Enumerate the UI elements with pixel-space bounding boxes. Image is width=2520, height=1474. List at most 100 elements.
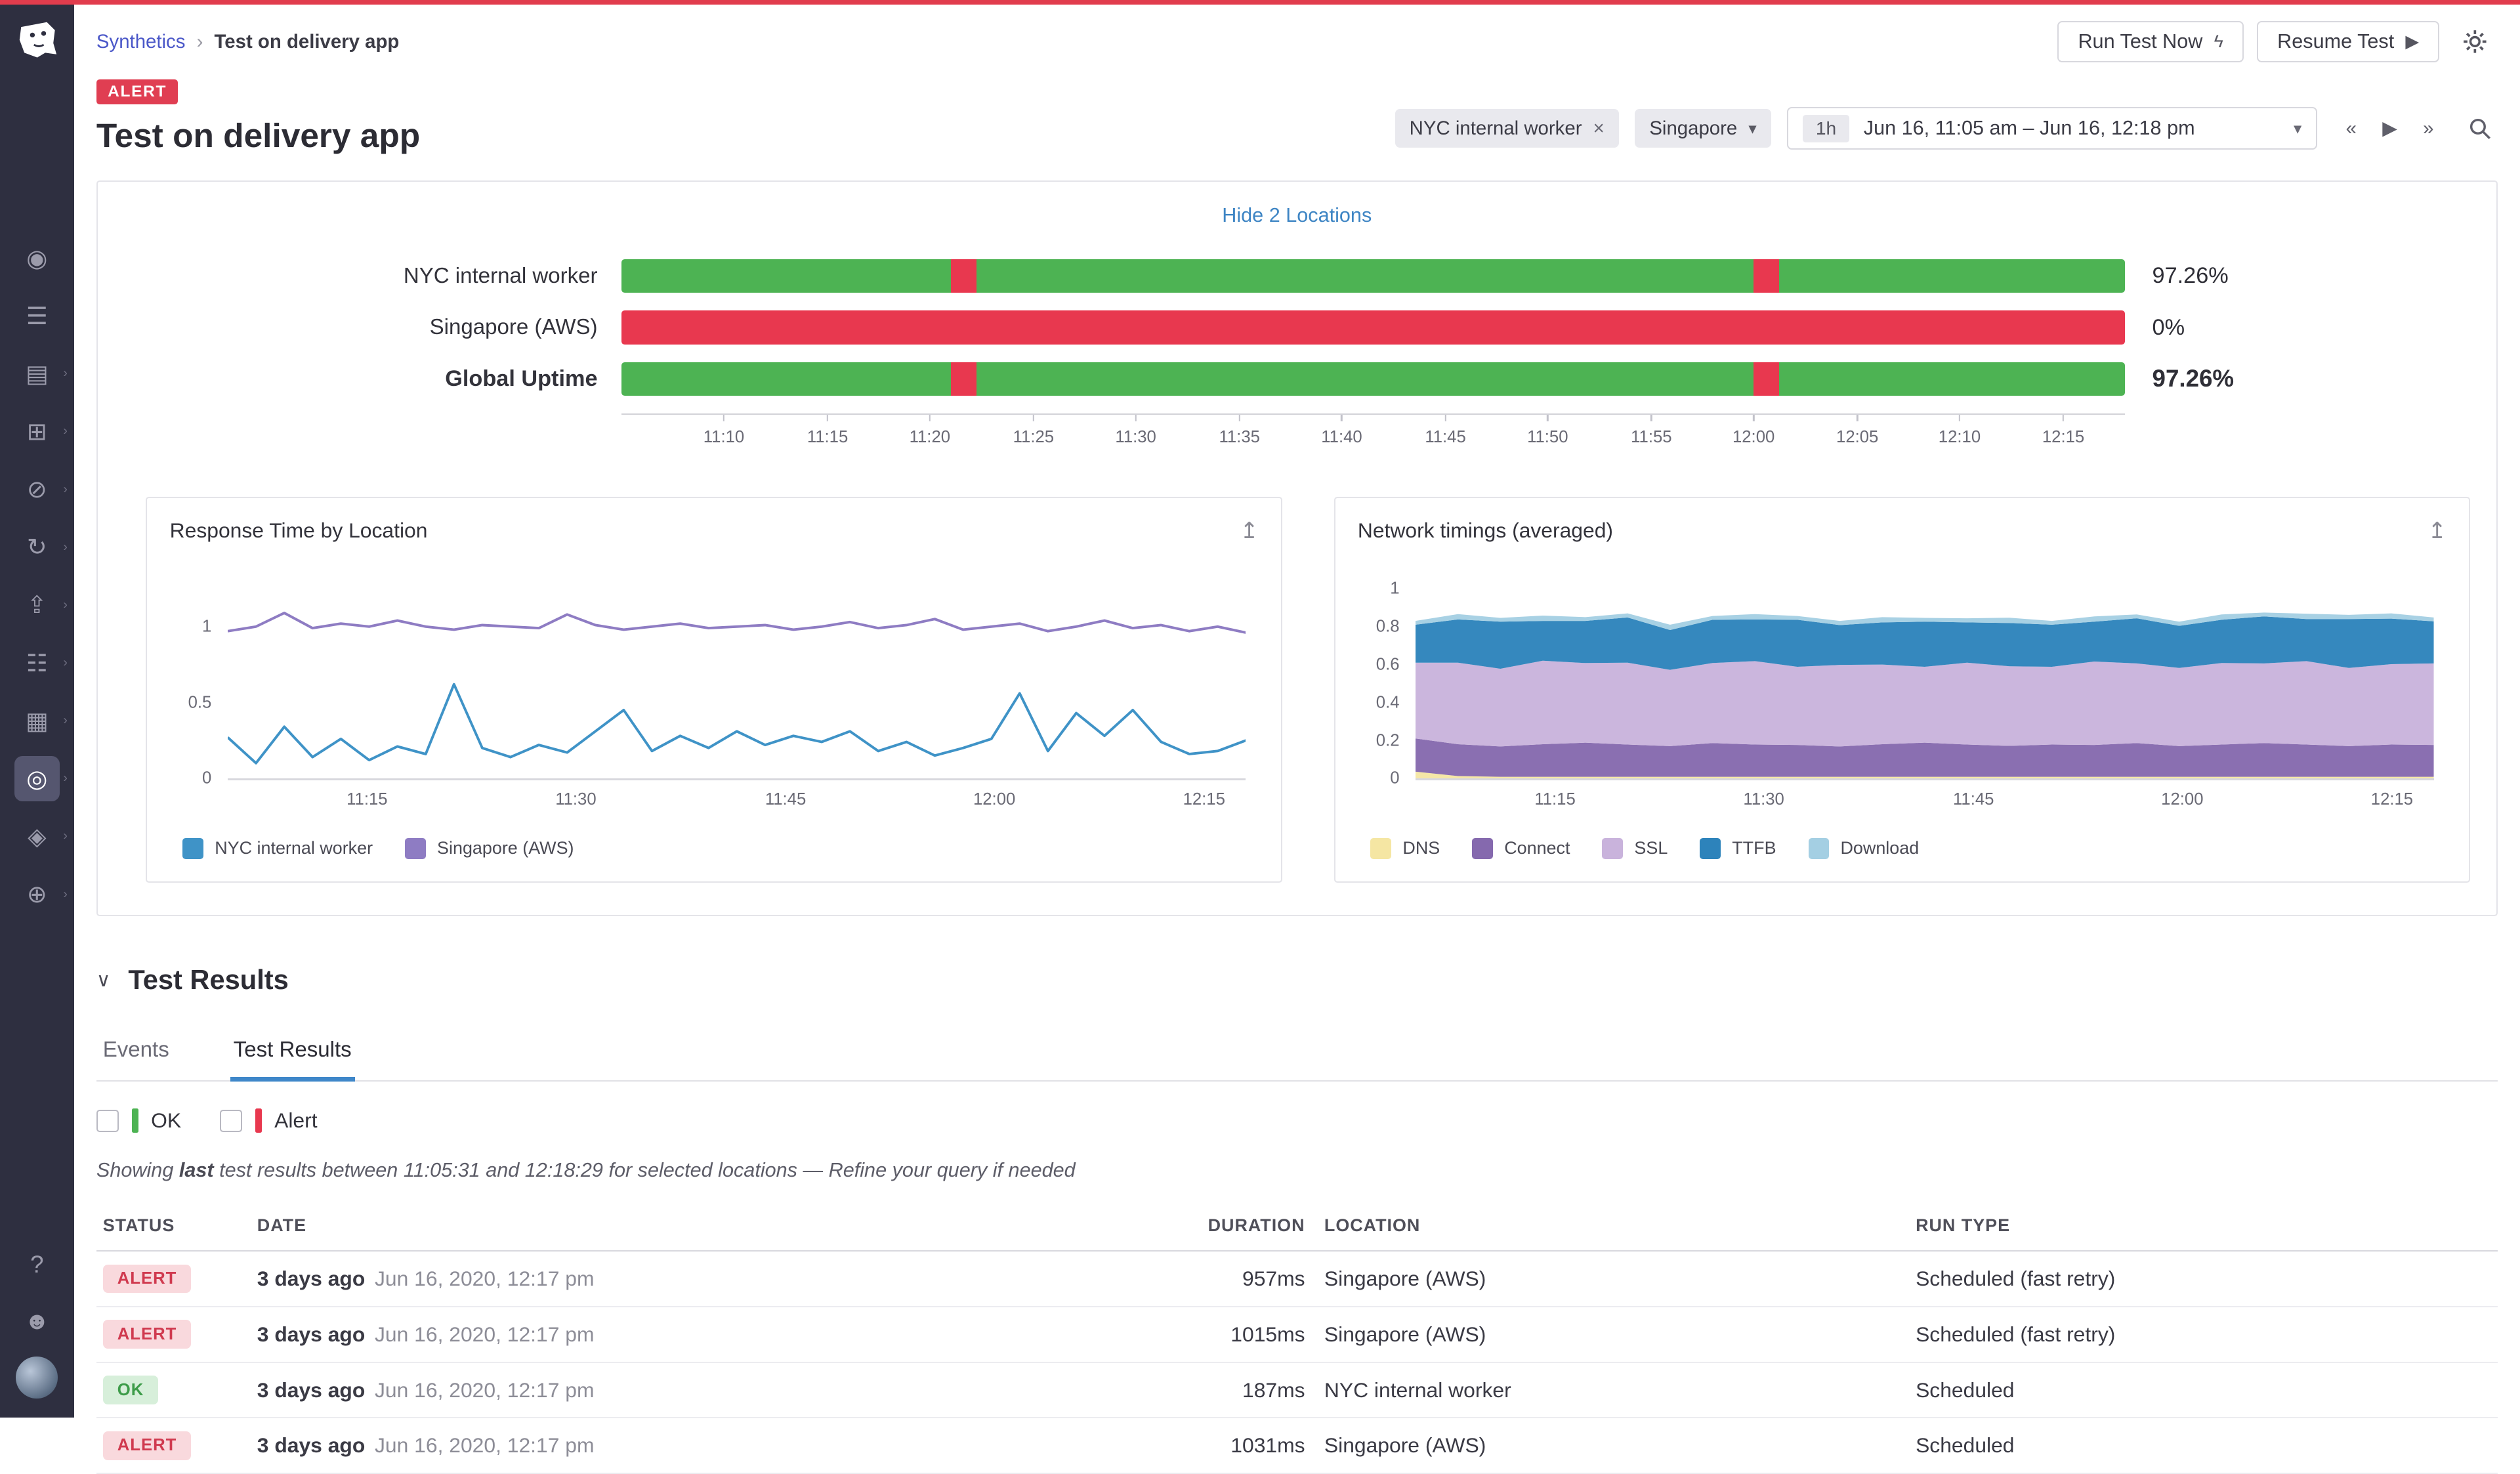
time-play-button[interactable]: ▶ bbox=[2372, 111, 2408, 146]
legend-label: Download bbox=[1840, 838, 1920, 858]
hide-locations-link[interactable]: Hide 2 Locations bbox=[1222, 204, 1372, 227]
absolute-date: Jun 16, 2020, 12:17 pm bbox=[375, 1266, 595, 1290]
sidebar-item-org-users[interactable]: ☻ bbox=[0, 1300, 74, 1342]
legend-label: NYC internal worker bbox=[215, 838, 373, 858]
status-badge: ALERT bbox=[102, 1431, 192, 1460]
refine-query-link[interactable]: Refine your query if needed bbox=[828, 1158, 1076, 1181]
export-icon[interactable]: ↥ bbox=[1240, 518, 1259, 543]
result-row[interactable]: OK 3 days ago Jun 16, 2020, 12:17 pm 187ms N… bbox=[96, 1362, 2498, 1419]
tick-mark bbox=[1444, 415, 1446, 421]
column-header-duration: DURATION bbox=[1157, 1200, 1318, 1252]
run-test-now-button[interactable]: Run Test Now ϟ bbox=[2057, 20, 2244, 63]
sidebar-item-integrations[interactable]: ⊞ › bbox=[0, 404, 74, 460]
tab-test-results[interactable]: Test Results bbox=[230, 1023, 355, 1082]
sidebar-item-metrics[interactable]: ▤ › bbox=[0, 345, 74, 402]
watchdog-icon: ◉ bbox=[26, 244, 48, 272]
uptime-segment-ok bbox=[976, 259, 1754, 293]
sidebar-item-monitors[interactable]: ☷ › bbox=[0, 635, 74, 691]
sidebar-item-help[interactable]: ? bbox=[0, 1244, 74, 1286]
ok-checkbox[interactable] bbox=[96, 1109, 119, 1132]
network-timings-plot[interactable]: 0 0.2 0.4 0.6 0.8 1 bbox=[1376, 579, 2434, 788]
uptime-segment-alert bbox=[1754, 362, 1780, 396]
axis-tick: 11:15 bbox=[807, 415, 848, 447]
sidebar-item-security[interactable]: ◈ › bbox=[0, 809, 74, 865]
settings-gear-button[interactable] bbox=[2452, 19, 2498, 64]
status-badge: ALERT bbox=[102, 1320, 192, 1349]
sidebar-item-ci[interactable]: ⇪ › bbox=[0, 577, 74, 633]
user-avatar[interactable] bbox=[16, 1356, 58, 1399]
legend-item: DNS bbox=[1370, 837, 1440, 859]
time-range-picker[interactable]: 1h Jun 16, 11:05 am – Jun 16, 12:18 pm ▾ bbox=[1787, 106, 2318, 150]
sidebar-item-notebooks[interactable]: ▦ › bbox=[0, 692, 74, 749]
test-status-badge: ALERT bbox=[96, 79, 178, 104]
column-header-location: LOCATION bbox=[1318, 1200, 1910, 1252]
sidebar-item-apm[interactable]: ↻ › bbox=[0, 519, 74, 576]
uptime-overview-card: Hide 2 Locations NYC internal worker 97.2… bbox=[96, 180, 2498, 917]
x-axis-labels: 11:15 11:30 11:45 12:00 12:15 bbox=[228, 790, 1246, 812]
uptime-segment-alert bbox=[1754, 259, 1780, 293]
panel-title: Response Time by Location bbox=[169, 518, 428, 543]
relative-date: 3 days ago bbox=[257, 1322, 366, 1346]
resume-test-button[interactable]: Resume Test ▶ bbox=[2256, 20, 2440, 63]
tick-label: 12:05 bbox=[1836, 427, 1879, 446]
axis-tick: 11:10 bbox=[704, 415, 744, 447]
legend-swatch bbox=[1808, 837, 1830, 859]
magnifier-icon bbox=[2469, 118, 2490, 139]
uptime-bar[interactable] bbox=[621, 362, 2125, 396]
remove-tag-icon[interactable]: × bbox=[1593, 117, 1605, 139]
export-icon[interactable]: ↥ bbox=[2427, 518, 2447, 543]
location-cell: Singapore (AWS) bbox=[1318, 1250, 1910, 1307]
y-axis-labels: 0 0.2 0.4 0.6 0.8 1 bbox=[1361, 579, 1409, 788]
location-filter-tag[interactable]: NYC internal worker × bbox=[1395, 109, 1619, 148]
result-row[interactable]: ALERT 3 days ago Jun 16, 2020, 12:17 pm 957… bbox=[96, 1250, 2498, 1307]
chevron-down-icon: ▾ bbox=[2294, 119, 2302, 138]
sidebar-item-settings[interactable]: ⊕ › bbox=[0, 866, 74, 923]
tick-mark bbox=[1650, 415, 1652, 421]
sidebar-item-watchdog[interactable]: ◉ bbox=[0, 230, 74, 286]
test-results-header[interactable]: ∨ Test Results bbox=[96, 964, 2498, 996]
tick-mark bbox=[2062, 415, 2065, 421]
uptime-bar[interactable] bbox=[621, 259, 2125, 293]
tick-mark bbox=[826, 415, 829, 421]
uptime-segment-ok bbox=[1779, 259, 2125, 293]
section-title: Test Results bbox=[128, 964, 289, 996]
x-tick-label: 12:15 bbox=[2370, 790, 2414, 809]
datadog-dog-icon bbox=[19, 22, 56, 58]
tick-label: 11:10 bbox=[703, 427, 745, 446]
uptime-row-label: Singapore (AWS) bbox=[429, 315, 598, 340]
result-row[interactable]: ALERT 3 days ago Jun 16, 2020, 12:17 pm 103… bbox=[96, 1418, 2498, 1474]
legend-item: Connect bbox=[1472, 837, 1570, 859]
response-time-plot[interactable]: 0 0.5 1 bbox=[188, 589, 1246, 788]
axis-tick: 12:10 bbox=[1939, 415, 1981, 447]
column-header-status: STATUS bbox=[96, 1200, 251, 1252]
location-select[interactable]: Singapore ▾ bbox=[1635, 109, 1771, 148]
uptime-rows: NYC internal worker 97.26% Singapore (AWS)… bbox=[123, 259, 2470, 396]
tab-events[interactable]: Events bbox=[102, 1038, 169, 1063]
results-table-header: STATUS DATE DURATION LOCATION RUN TYPE bbox=[96, 1200, 2498, 1252]
x-tick-label: 12:15 bbox=[1183, 790, 1225, 809]
result-row[interactable]: ALERT 3 days ago Jun 16, 2020, 12:17 pm 101… bbox=[96, 1306, 2498, 1363]
notebooks-icon: ▦ bbox=[25, 707, 49, 734]
x-tick-label: 11:45 bbox=[1953, 790, 1994, 809]
flyout-chevron-icon: › bbox=[63, 770, 68, 786]
breadcrumb-synthetics-link[interactable]: Synthetics bbox=[96, 30, 186, 53]
time-forward-button[interactable]: » bbox=[2410, 111, 2446, 146]
uptime-bar[interactable] bbox=[621, 310, 2125, 345]
alert-checkbox[interactable] bbox=[219, 1109, 243, 1132]
zoom-button[interactable] bbox=[2462, 111, 2498, 146]
time-back-button[interactable]: « bbox=[2334, 111, 2369, 146]
filter-ok[interactable]: OK bbox=[96, 1108, 181, 1133]
uptime-segment-alert bbox=[950, 362, 976, 396]
sidebar-item-events[interactable]: ☰ bbox=[0, 287, 74, 344]
tick-label: 11:15 bbox=[807, 427, 849, 446]
location-cell: NYC internal worker bbox=[1318, 1362, 1910, 1419]
x-tick-label: 11:30 bbox=[555, 790, 597, 809]
datadog-logo[interactable] bbox=[0, 5, 74, 75]
y-tick-label: 1 bbox=[1390, 579, 1400, 598]
sidebar-item-synthetics[interactable]: ◎ › bbox=[0, 750, 74, 807]
filter-alert[interactable]: Alert bbox=[219, 1108, 318, 1133]
y-axis-labels: 0 0.5 1 bbox=[173, 589, 221, 788]
sidebar-item-incidents[interactable]: ⊘ › bbox=[0, 461, 74, 518]
run-type-cell: Scheduled bbox=[1909, 1418, 2498, 1474]
tick-label: 11:45 bbox=[1425, 427, 1466, 446]
